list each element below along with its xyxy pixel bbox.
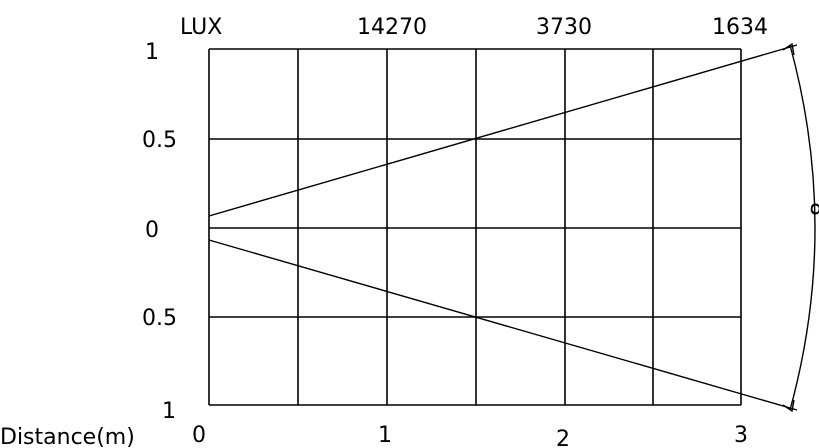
x-tick-label: 0 — [192, 423, 206, 448]
x-tick-label: 3 — [734, 423, 748, 448]
arc-arrowhead-bottom — [782, 399, 795, 413]
y-tick-label: 1 — [162, 399, 176, 424]
y-tick-label: 1 — [145, 40, 159, 65]
lux-value: 3730 — [536, 15, 592, 40]
x-tick-label: 2 — [556, 427, 570, 448]
lux-label: LUX — [180, 15, 222, 40]
beam-angle-arc — [789, 44, 816, 411]
grid — [208, 48, 742, 406]
x-tick-label: 1 — [378, 423, 392, 448]
beam-lower-line — [208, 239, 798, 411]
y-tick-label: 0.5 — [142, 128, 177, 153]
beam-upper-line — [208, 44, 798, 217]
lux-value: 14270 — [357, 15, 427, 40]
distance-axis-title: Distance(m) — [0, 425, 135, 448]
lux-value: 1634 — [712, 15, 768, 40]
arc-arrowhead-top — [782, 42, 795, 56]
beam-angle-label: 8 — [805, 202, 819, 216]
y-tick-label: 0 — [145, 218, 159, 243]
y-tick-label: 0.5 — [142, 306, 177, 331]
